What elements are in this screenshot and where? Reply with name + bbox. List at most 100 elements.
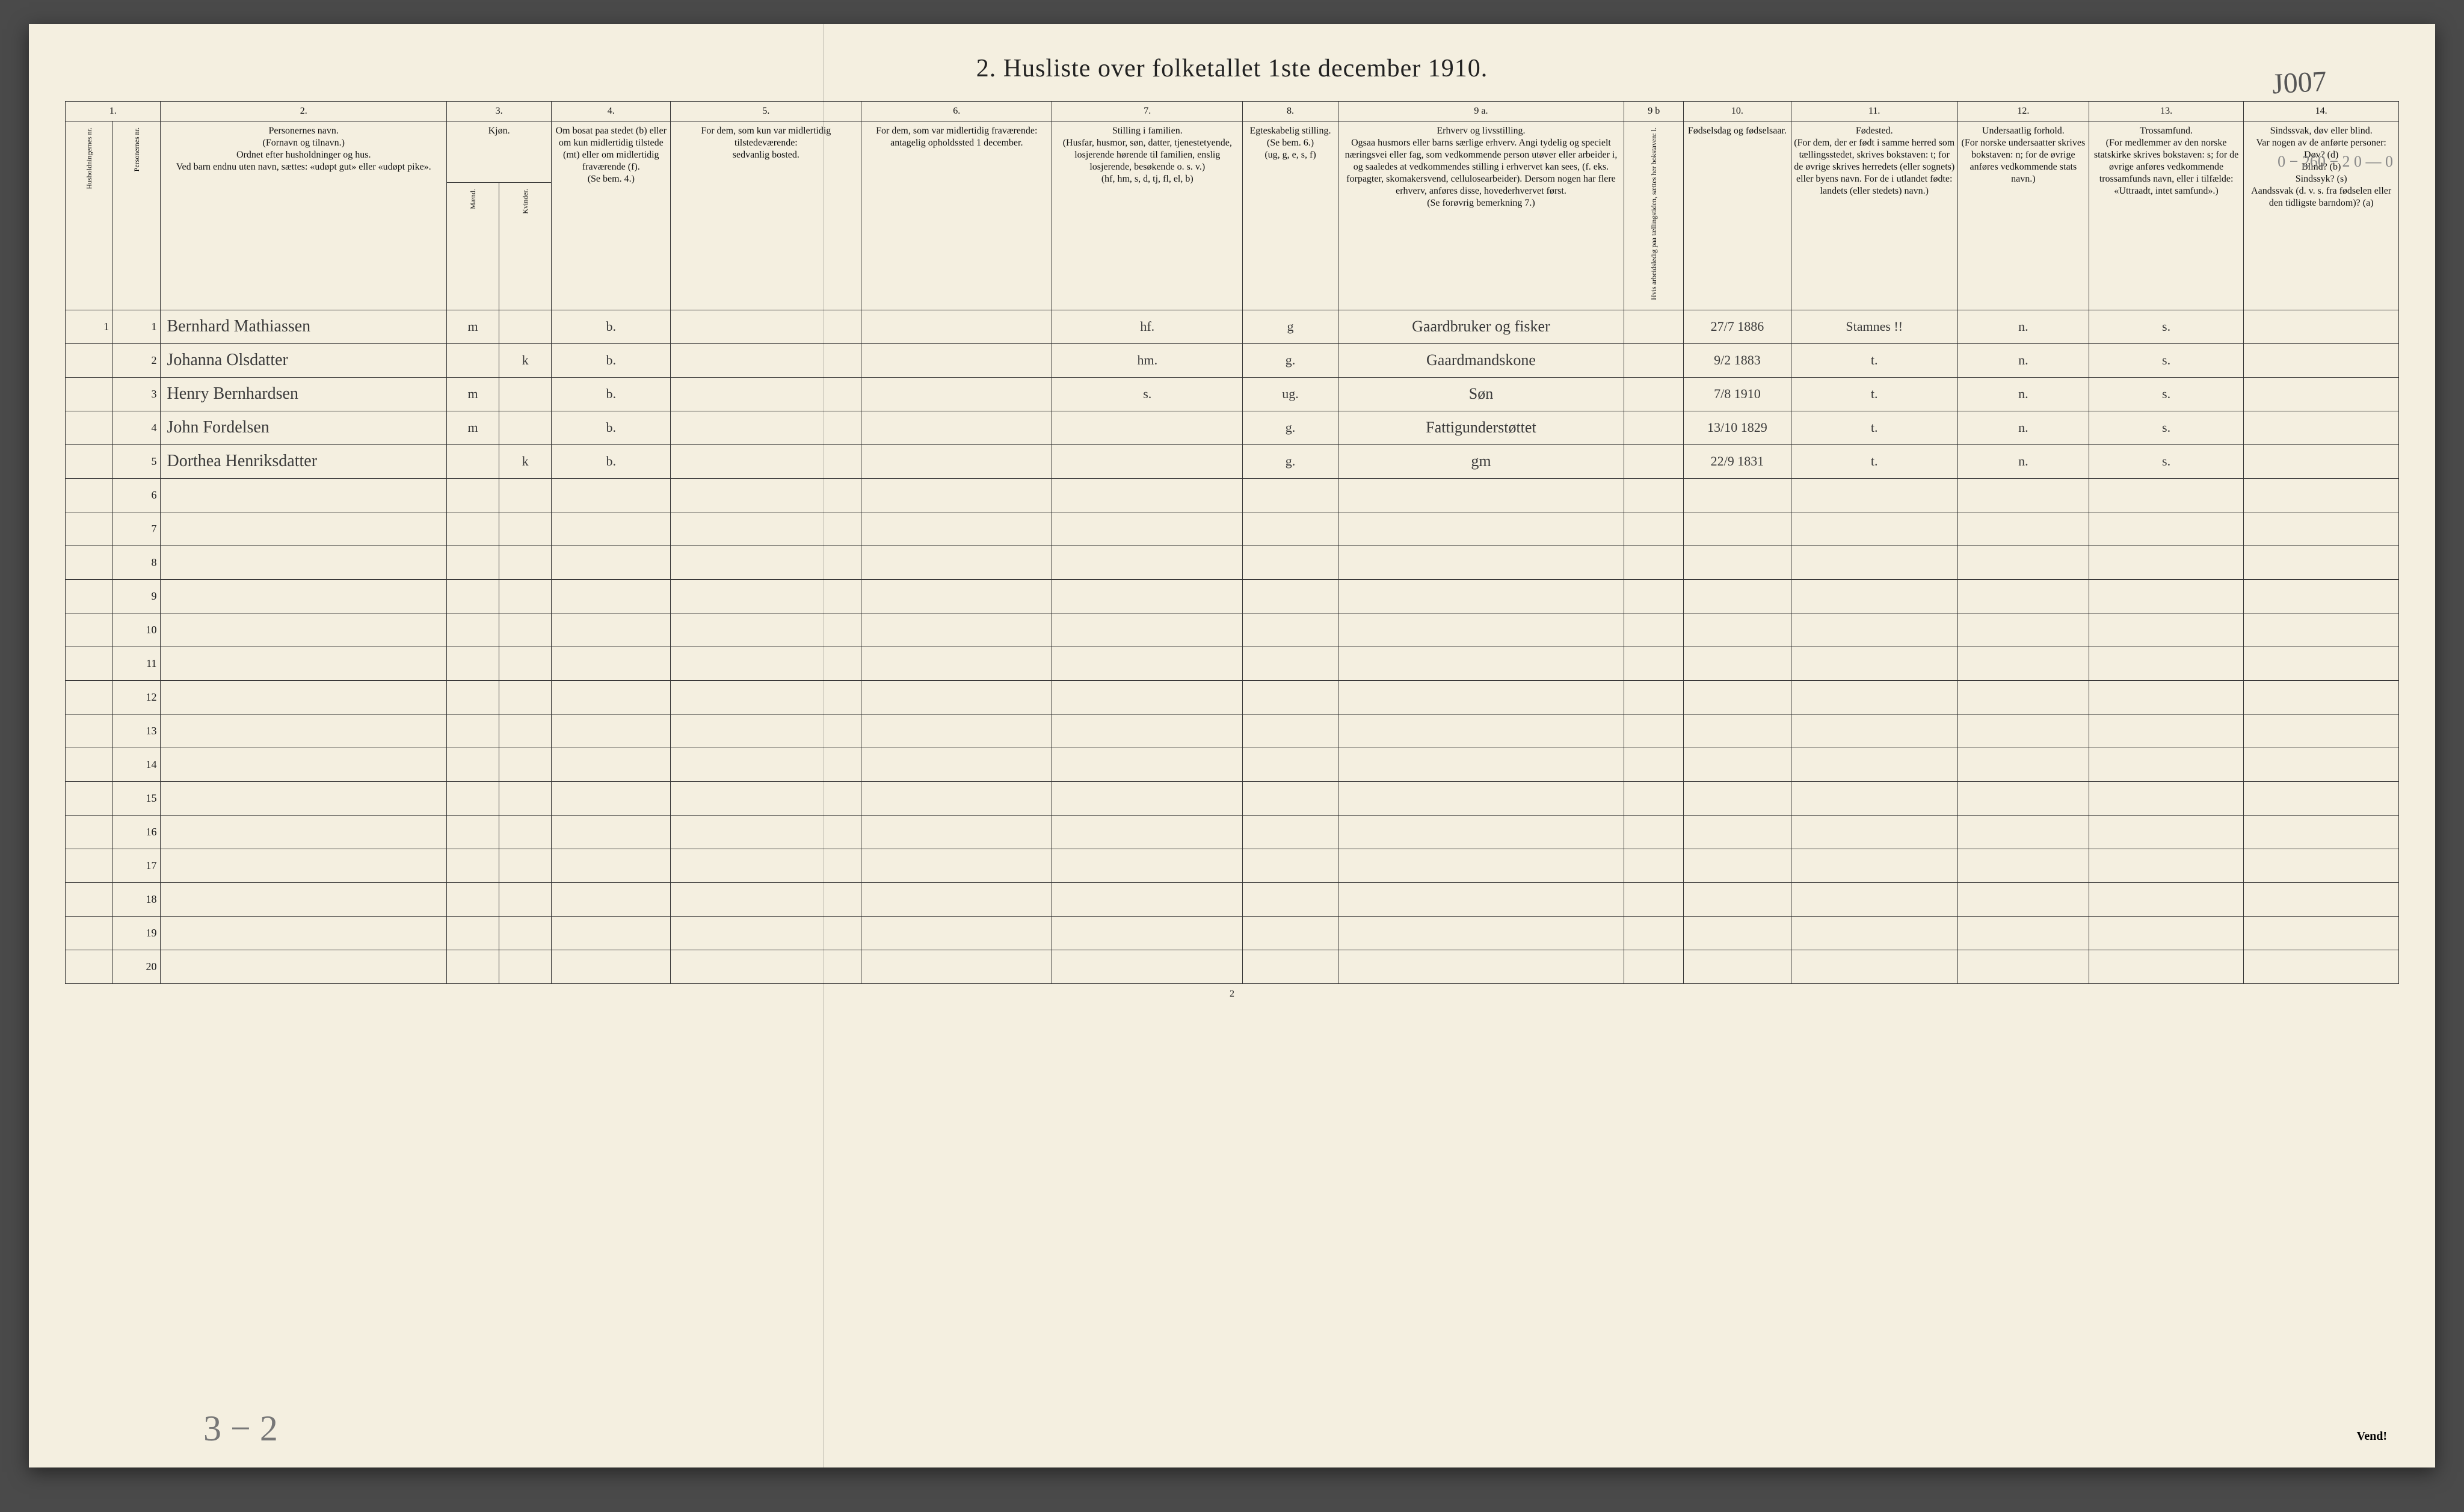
cell (499, 647, 552, 680)
hdr-undersaat: Undersaatlig forhold. (For norske unders… (1957, 121, 2089, 310)
colnum-9b: 9 b (1624, 102, 1684, 121)
colnum-7: 7. (1052, 102, 1243, 121)
colnum-12: 12. (1957, 102, 2089, 121)
cell (1243, 815, 1338, 849)
cell (1791, 545, 1957, 579)
cell (1243, 512, 1338, 545)
cell (861, 815, 1052, 849)
cell (1338, 680, 1624, 714)
cell (1243, 579, 1338, 613)
cell (446, 815, 499, 849)
cell (2089, 478, 2244, 512)
cell (499, 411, 552, 444)
cell (446, 680, 499, 714)
cell: b. (552, 310, 671, 343)
table-row-empty: 18 (66, 882, 2399, 916)
cell (671, 916, 861, 950)
cell (1052, 411, 1243, 444)
cell (161, 916, 446, 950)
cell (861, 647, 1052, 680)
pencil-annotation-bottom: 3 − 2 (203, 1408, 278, 1449)
cell (2244, 579, 2399, 613)
cell: b. (552, 411, 671, 444)
cell (552, 579, 671, 613)
hdr-erhverv: Erhverv og livsstilling. Ogsaa husmors e… (1338, 121, 1624, 310)
cell (1684, 815, 1791, 849)
cell (446, 882, 499, 916)
cell (446, 613, 499, 647)
cell: s. (2089, 411, 2244, 444)
cell (1957, 916, 2089, 950)
colnum-8: 8. (1243, 102, 1338, 121)
cell (861, 512, 1052, 545)
colnum-11: 11. (1791, 102, 1957, 121)
cell (1791, 647, 1957, 680)
cell: hm. (1052, 343, 1243, 377)
cell (161, 680, 446, 714)
cell: s. (2089, 310, 2244, 343)
hdr-sindssvak: Sindssvak, døv eller blind. Var nogen av… (2244, 121, 2399, 310)
cell (1957, 512, 2089, 545)
cell (2089, 680, 2244, 714)
cell (1052, 781, 1243, 815)
cell (1684, 916, 1791, 950)
cell (671, 545, 861, 579)
cell (1243, 849, 1338, 882)
cell (1338, 714, 1624, 748)
table-body-data: 11Bernhard Mathiassenmb.hf.gGaardbruker … (66, 310, 2399, 478)
cell: m (446, 310, 499, 343)
cell (1957, 579, 2089, 613)
cell (552, 512, 671, 545)
cell (861, 613, 1052, 647)
cell: 20 (113, 950, 161, 983)
cell (1684, 781, 1791, 815)
cell (66, 748, 113, 781)
cell: Gaardbruker og fisker (1338, 310, 1624, 343)
colnum-6: 6. (861, 102, 1052, 121)
cell (1684, 613, 1791, 647)
table-row: 11Bernhard Mathiassenmb.hf.gGaardbruker … (66, 310, 2399, 343)
cell: Dorthea Henriksdatter (161, 444, 446, 478)
cell (161, 478, 446, 512)
cell: t. (1791, 444, 1957, 478)
cell (1243, 781, 1338, 815)
cell: s. (2089, 343, 2244, 377)
hdr-sex: Kjøn. (446, 121, 551, 183)
table-row-empty: 15 (66, 781, 2399, 815)
cell (861, 680, 1052, 714)
cell (2089, 950, 2244, 983)
cell (2089, 579, 2244, 613)
cell (861, 579, 1052, 613)
cell (552, 613, 671, 647)
cell (671, 478, 861, 512)
cell: Henry Bernhardsen (161, 377, 446, 411)
cell (499, 680, 552, 714)
cell (161, 512, 446, 545)
cell: 3 (113, 377, 161, 411)
cell (66, 916, 113, 950)
cell (2244, 882, 2399, 916)
cell (66, 411, 113, 444)
hdr-stilling: Stilling i familien. (Husfar, husmor, sø… (1052, 121, 1243, 310)
vend-label: Vend! (2357, 1430, 2387, 1443)
cell (1791, 815, 1957, 849)
cell: 27/7 1886 (1684, 310, 1791, 343)
cell (1791, 714, 1957, 748)
cell: n. (1957, 411, 2089, 444)
hdr-egteskab: Egteskabelig stilling. (Se bem. 6.) (ug,… (1243, 121, 1338, 310)
cell (861, 343, 1052, 377)
cell: g (1243, 310, 1338, 343)
cell (1684, 647, 1791, 680)
cell (1338, 781, 1624, 815)
hdr-midl-tilstede: For dem, som kun var midlertidig tilsted… (671, 121, 861, 310)
cell (2089, 748, 2244, 781)
cell (552, 849, 671, 882)
cell: 15 (113, 781, 161, 815)
cell (1338, 512, 1624, 545)
cell (1957, 781, 2089, 815)
cell (552, 781, 671, 815)
cell (161, 613, 446, 647)
cell (1624, 748, 1684, 781)
cell (2244, 916, 2399, 950)
cell (671, 343, 861, 377)
